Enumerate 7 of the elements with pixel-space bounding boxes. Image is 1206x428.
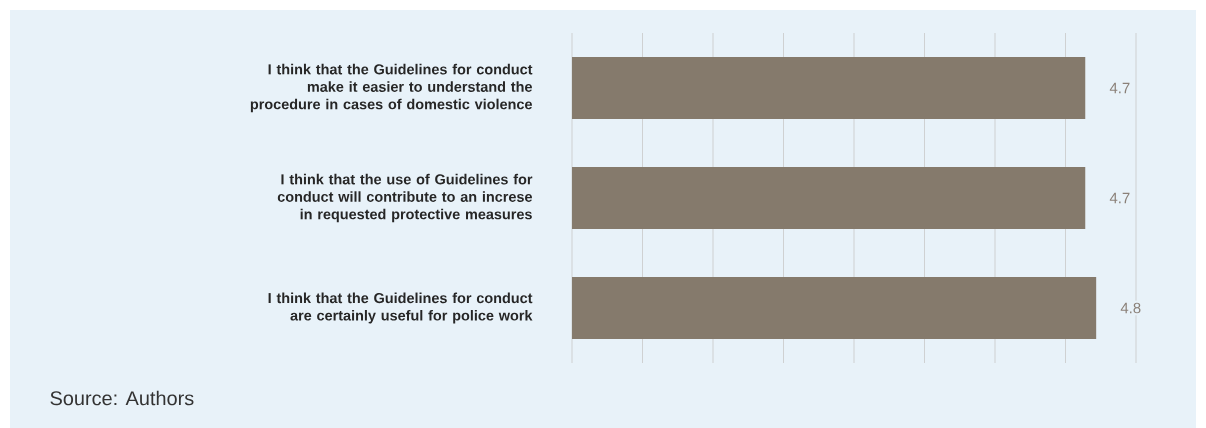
y-tick-label: I think that the use of Guidelines for conduct will contribute to an increse in requested protective measures bbox=[277, 173, 533, 223]
source-note: Source: Authors bbox=[50, 390, 194, 406]
data-label: 4.7 bbox=[1109, 82, 1130, 94]
y-tick-label: I think that the Guidelines for conduct make it easier to understand the procedure in cases of domestic violence bbox=[250, 63, 533, 113]
data-label: 4.7 bbox=[1109, 192, 1130, 204]
y-tick-label: I think that the Guidelines for conduct are certainly useful for police work bbox=[268, 292, 533, 324]
data-label: 4.8 bbox=[1120, 302, 1141, 314]
